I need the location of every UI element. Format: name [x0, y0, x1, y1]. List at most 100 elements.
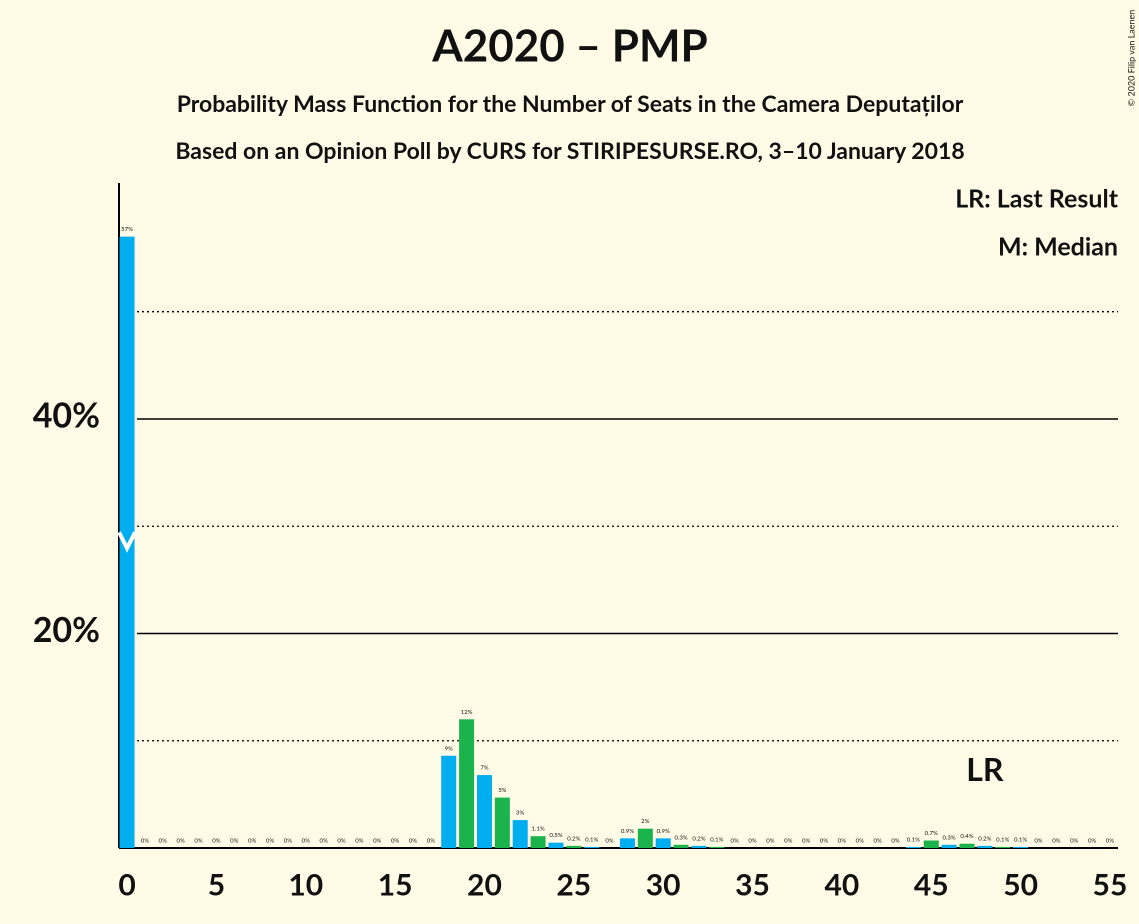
- value-label: 0.2%: [978, 835, 991, 842]
- value-label: 0%: [1034, 838, 1042, 845]
- value-label: 0%: [766, 838, 774, 845]
- value-label: 0%: [212, 838, 220, 845]
- value-label: 0%: [141, 838, 149, 845]
- value-label: 0%: [284, 838, 292, 845]
- value-label: 0%: [302, 838, 310, 845]
- x-tick-label: 20: [467, 867, 502, 903]
- last-result-label: LR: [966, 749, 1004, 788]
- value-label: 0%: [266, 838, 274, 845]
- value-label: 0%: [838, 838, 846, 845]
- bar: [655, 838, 671, 848]
- value-label: 0%: [731, 838, 739, 845]
- bar: [512, 820, 528, 848]
- subtitle: Probability Mass Function for the Number…: [177, 89, 964, 117]
- value-label: 1.1%: [531, 826, 544, 833]
- x-tick-label: 30: [646, 867, 681, 903]
- value-label: 0%: [1070, 838, 1078, 845]
- value-label: 0%: [177, 838, 185, 845]
- value-label: 2%: [641, 818, 649, 825]
- value-label: 0%: [891, 838, 899, 845]
- x-tick-label: 35: [735, 867, 770, 903]
- median-marker: [117, 531, 137, 553]
- value-label: 0%: [1088, 838, 1096, 845]
- value-label: 0%: [820, 838, 828, 845]
- value-label: 5%: [498, 787, 506, 794]
- value-label: 0.1%: [1014, 836, 1027, 843]
- subtitle: Based on an Opinion Poll by CURS for STI…: [175, 136, 964, 164]
- bar: [977, 845, 993, 848]
- bar: [566, 845, 582, 848]
- bar: [494, 797, 510, 848]
- bar: [476, 775, 492, 848]
- bar: [619, 838, 635, 848]
- value-label: 0%: [1052, 838, 1060, 845]
- value-label: 0%: [873, 838, 881, 845]
- value-label: 0%: [784, 838, 792, 845]
- x-tick-label: 45: [914, 867, 949, 903]
- legend-entry: M: Median: [998, 231, 1118, 261]
- bar: [459, 719, 475, 848]
- value-label: 0%: [248, 838, 256, 845]
- x-tick-label: 50: [1003, 867, 1038, 903]
- legend-entry: LR: Last Result: [955, 183, 1119, 213]
- value-label: 0.7%: [925, 830, 938, 837]
- value-label: 0%: [337, 838, 345, 845]
- bar: [637, 828, 653, 848]
- value-label: 0%: [856, 838, 864, 845]
- value-label: 57%: [121, 226, 133, 233]
- y-tick-label: 20%: [33, 609, 100, 650]
- x-tick-label: 55: [1093, 867, 1128, 903]
- x-tick-label: 25: [556, 867, 591, 903]
- x-tick-label: 15: [378, 867, 413, 903]
- bar: [530, 836, 546, 848]
- value-label: 0%: [159, 838, 167, 845]
- bar: [691, 845, 707, 848]
- value-label: 0.2%: [692, 835, 705, 842]
- x-tick-label: 0: [118, 867, 135, 903]
- x-tick-label: 5: [208, 867, 225, 903]
- value-label: 12%: [461, 709, 473, 716]
- value-label: 0.5%: [549, 832, 562, 839]
- chart-title: A2020 – PMP: [431, 19, 708, 71]
- value-label: 0%: [1106, 838, 1114, 845]
- value-label: 9%: [445, 745, 453, 752]
- value-label: 0.9%: [657, 828, 670, 835]
- value-label: 0%: [230, 838, 238, 845]
- value-label: 0%: [194, 838, 202, 845]
- value-label: 0.3%: [943, 834, 956, 841]
- value-label: 0%: [373, 838, 381, 845]
- bar: [905, 846, 921, 848]
- value-label: 0.3%: [674, 834, 687, 841]
- bar: [709, 846, 725, 848]
- bar: [548, 842, 564, 848]
- x-tick-label: 40: [824, 867, 859, 903]
- x-tick-label: 10: [288, 867, 323, 903]
- value-label: 7%: [480, 765, 488, 772]
- value-label: 0%: [319, 838, 327, 845]
- bar: [673, 844, 689, 848]
- bar: [584, 846, 600, 848]
- value-label: 0.4%: [960, 833, 973, 840]
- bar: [1013, 846, 1029, 848]
- value-label: 0.9%: [621, 828, 634, 835]
- bar: [923, 840, 939, 848]
- value-label: 0%: [391, 838, 399, 845]
- bar: [995, 846, 1011, 848]
- value-label: 0%: [605, 838, 613, 845]
- value-label: 0%: [802, 838, 810, 845]
- value-label: 0.2%: [567, 835, 580, 842]
- value-label: 3%: [516, 810, 524, 817]
- value-label: 0.1%: [907, 836, 920, 843]
- bar: [941, 844, 957, 848]
- bar: [959, 843, 975, 848]
- value-label: 0%: [355, 838, 363, 845]
- copyright: © 2020 Filip van Laenen: [1125, 10, 1136, 107]
- value-label: 0%: [409, 838, 417, 845]
- value-label: 0.1%: [710, 836, 723, 843]
- value-label: 0.1%: [585, 836, 598, 843]
- bar: [119, 236, 135, 848]
- y-tick-label: 40%: [33, 395, 100, 436]
- value-label: 0%: [427, 838, 435, 845]
- value-label: 0%: [748, 838, 756, 845]
